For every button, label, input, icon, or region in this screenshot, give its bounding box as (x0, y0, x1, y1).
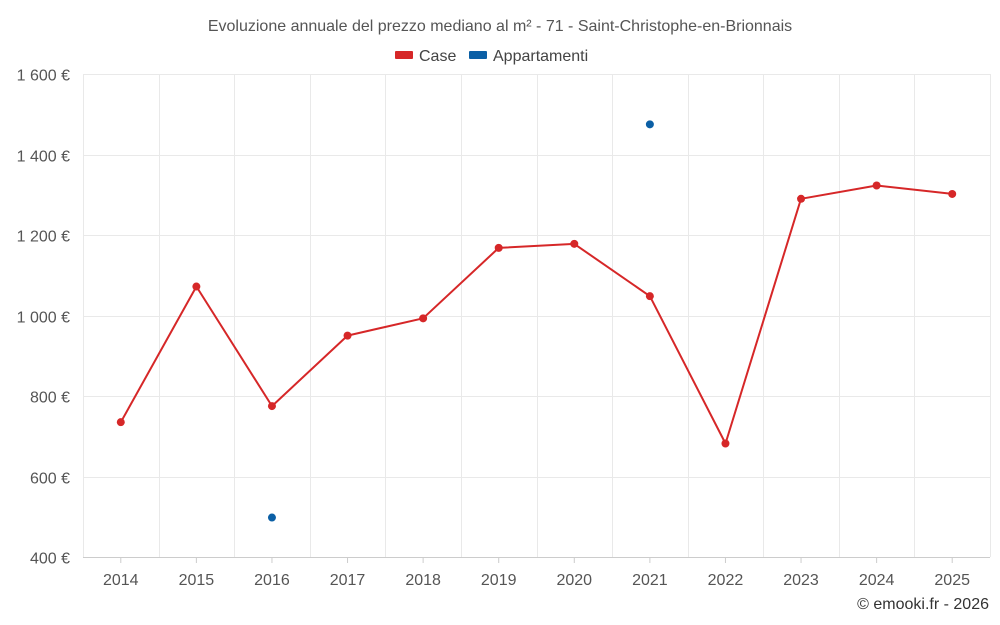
data-point-case-2020[interactable] (570, 239, 579, 248)
data-point-case-2014[interactable] (116, 418, 125, 427)
legend-label-appartamenti: Appartamenti (493, 48, 588, 65)
y-tick-label: 400 € (30, 551, 70, 568)
y-tick-label: 1 600 € (17, 68, 70, 85)
data-point-case-2017[interactable] (343, 331, 352, 340)
x-tick-label: 2023 (783, 572, 819, 589)
data-point-appartamenti-2016[interactable] (267, 513, 276, 522)
legend-item-case[interactable]: Case (395, 48, 456, 65)
data-point-case-2025[interactable] (948, 189, 957, 198)
legend: Case Appartamenti (395, 48, 588, 65)
data-point-case-2016[interactable] (267, 402, 276, 411)
y-tick-label: 1 200 € (17, 229, 70, 246)
y-tick-label: 1 400 € (17, 149, 70, 166)
data-point-case-2024[interactable] (872, 181, 881, 190)
axes: 400 € 600 € 800 € 1 000 € 1 200 € 1 400 € 1 60… (17, 68, 990, 589)
chart-title: Evoluzione annuale del prezzo mediano al… (208, 18, 792, 35)
y-tick-label: 600 € (30, 471, 70, 488)
y-tick-label: 800 € (30, 390, 70, 407)
data-point-case-2019[interactable] (494, 243, 503, 252)
x-tick-label: 2025 (934, 572, 970, 589)
legend-swatch-case (395, 51, 413, 59)
credit-text: © emooki.fr - 2026 (857, 596, 989, 613)
x-tick-label: 2021 (632, 572, 668, 589)
x-tick-label: 2020 (556, 572, 592, 589)
data-point-case-2022[interactable] (721, 439, 730, 448)
legend-label-case: Case (419, 48, 456, 65)
series-line-case (119, 184, 953, 445)
y-tick-label: 1 000 € (17, 310, 70, 327)
data-point-appartamenti-2021[interactable] (645, 120, 654, 129)
x-tick-label: 2016 (254, 572, 290, 589)
x-tick-label: 2022 (708, 572, 744, 589)
data-point-case-2015[interactable] (192, 282, 201, 291)
data-point-case-2018[interactable] (419, 314, 428, 323)
legend-item-appartamenti[interactable]: Appartamenti (469, 48, 588, 65)
x-tick-label: 2015 (179, 572, 215, 589)
data-point-case-2021[interactable] (645, 292, 654, 301)
x-tick-label: 2014 (103, 572, 139, 589)
legend-swatch-appartamenti (469, 51, 487, 59)
series (116, 120, 957, 522)
x-tick-label: 2018 (405, 572, 441, 589)
x-tick-label: 2017 (330, 572, 366, 589)
grid (83, 74, 991, 557)
x-tick-label: 2019 (481, 572, 517, 589)
data-point-case-2023[interactable] (797, 194, 806, 203)
x-tick-label: 2024 (859, 572, 895, 589)
